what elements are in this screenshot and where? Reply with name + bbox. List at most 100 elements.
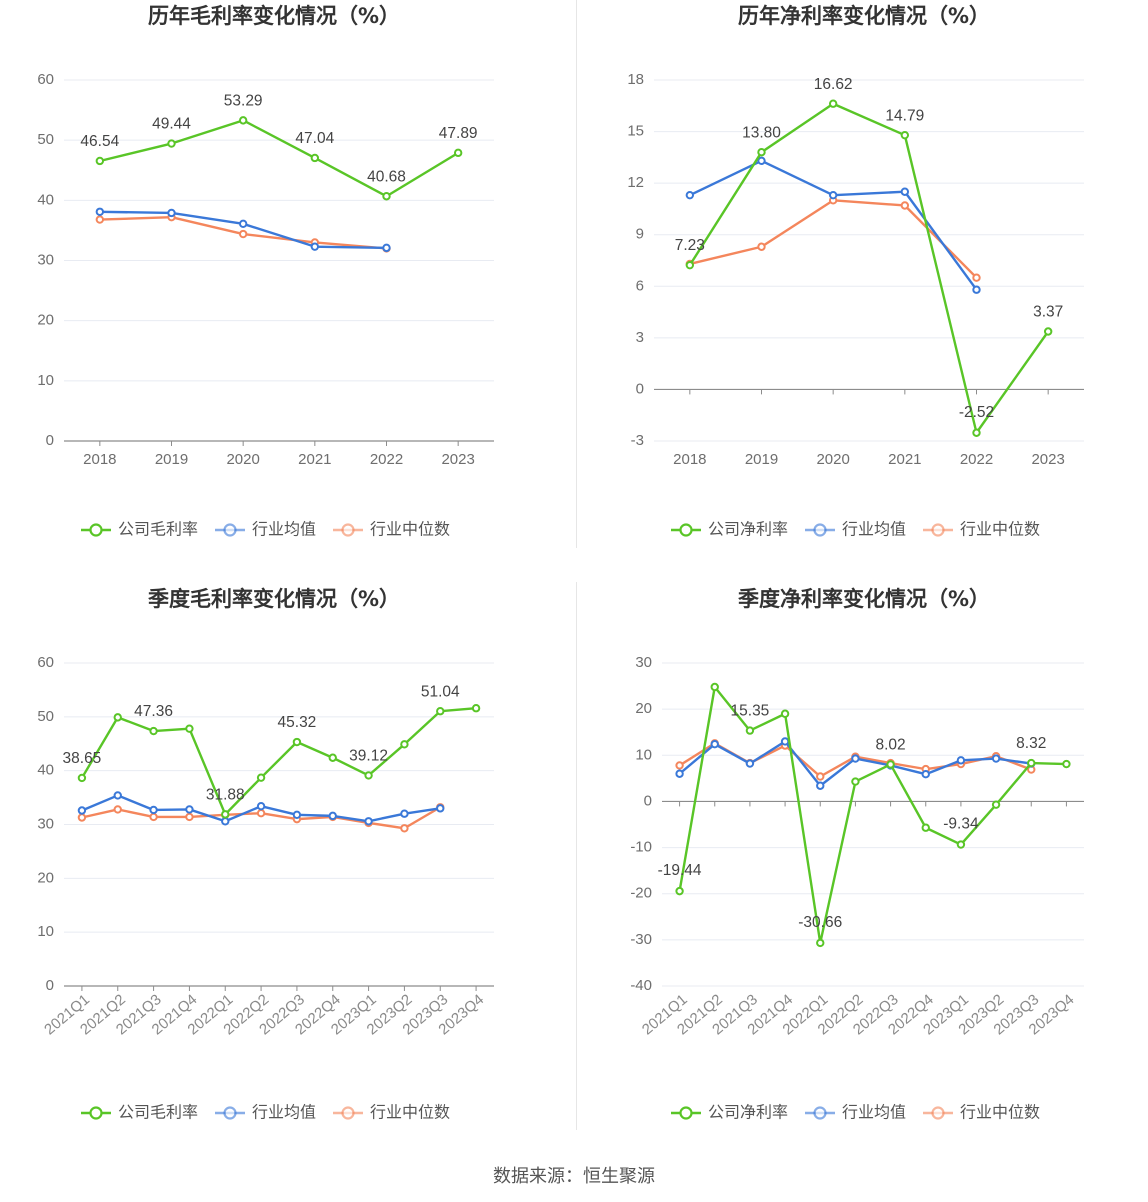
chart1-legend-median-label: 行业中位数 [370, 520, 450, 539]
chart1-data-label: 47.04 [295, 130, 334, 147]
chart3-y-tick-label: 10 [37, 923, 54, 940]
chart1-legend-avg-label: 行业均值 [252, 520, 316, 539]
chart3-series-company-point [256, 773, 266, 782]
chart3-y-tick-label: 60 [37, 654, 54, 671]
chart4-legend-median-marker [931, 1106, 945, 1120]
chart3-y-tick-label: 40 [37, 762, 54, 779]
panel-divider-bottom [576, 582, 577, 1130]
chart1-series-avg-point [238, 219, 248, 228]
chart4-y-tick-label: 0 [644, 792, 652, 809]
chart2-y-tick-label: 15 [627, 123, 644, 140]
chart2-data-label: 3.37 [1033, 304, 1063, 321]
chart1-series-median-point [238, 229, 248, 239]
chart3-data-label: 39.12 [349, 747, 388, 764]
chart4-series-avg-point [991, 754, 1001, 763]
chart2-x-tick-label: 2018 [673, 451, 706, 468]
chart4-series-company-point [956, 840, 966, 849]
chart1-data-label: 46.54 [80, 133, 119, 150]
chart1-series-company-point [310, 153, 320, 163]
chart4-series-company-point [991, 800, 1001, 809]
chart3-data-label: 45.32 [278, 714, 317, 731]
chart1-legend-median-marker [341, 523, 355, 537]
chart4-series-company-point [816, 938, 825, 948]
chart2-x-tick-label: 2020 [816, 451, 849, 468]
chart2-legend-median-marker [931, 523, 945, 537]
chart2-y-tick-label: 0 [636, 380, 644, 397]
chart4-legend-median-label: 行业中位数 [960, 1103, 1040, 1122]
chart2-series-company-point [828, 99, 838, 108]
chart2-data-label: 14.79 [885, 107, 924, 124]
chart2-series-company-line [688, 102, 1050, 434]
chart3-series-company-point [185, 724, 194, 733]
chart4-legend-company-label: 公司净利率 [708, 1103, 788, 1122]
chart3-legend-median-label: 行业中位数 [370, 1103, 450, 1122]
chart4-y-tick-label: -20 [630, 885, 652, 902]
chart4-data-label: -19.44 [658, 862, 702, 879]
chart3-series-avg-point [113, 791, 122, 800]
chart3-series-avg-point [77, 806, 87, 815]
chart3-series-avg-point [256, 801, 266, 811]
chart4-data-label: -30.66 [798, 914, 842, 931]
chart3-series-avg-point [436, 804, 445, 813]
chart3-series-median-point [185, 812, 194, 822]
chart2-series-median-point [757, 242, 766, 251]
chart3-title: 季度毛利率变化情况（%） [148, 587, 400, 611]
chart3-series-avg-point [328, 811, 337, 821]
chart2-x-tick-label: 2022 [960, 451, 993, 468]
chart2-legend-median-label: 行业中位数 [960, 520, 1040, 539]
chart1-y-tick-label: 60 [37, 71, 54, 88]
chart3-series-company-point [471, 704, 481, 713]
chart2-series-avg-line [689, 159, 978, 291]
chart4-y-tick-label: 20 [635, 700, 652, 717]
chart2-series-median-point [972, 273, 981, 282]
chart4-series-company-point [1027, 758, 1036, 768]
chart4-title: 季度净利率变化情况（%） [738, 587, 990, 611]
chart3-series-median-point [256, 808, 266, 818]
chart2-data-label: 16.62 [814, 76, 853, 93]
chart4-series-avg-point [710, 740, 719, 749]
chart1-title: 历年毛利率变化情况（%） [148, 4, 400, 28]
chart4-data-label: 15.35 [731, 703, 770, 720]
chart3-series-avg-point [185, 805, 194, 814]
chart3-legend-avg-marker [223, 1106, 237, 1120]
chart3-series-company-point [77, 773, 87, 783]
chart3-y-tick-label: 20 [37, 869, 54, 886]
chart2-y-tick-label: 18 [627, 71, 644, 88]
chart3-legend-avg-label: 行业均值 [252, 1103, 316, 1122]
chart3-data-label: 47.36 [134, 703, 173, 720]
chart3-series-company-point [364, 771, 373, 780]
chart3-y-tick-label: 30 [37, 815, 54, 832]
chart1-y-tick-label: 0 [46, 432, 54, 449]
chart3-legend-company-marker [89, 1106, 103, 1120]
chart4-series-company-point [710, 682, 719, 692]
chart3-series-company-point [149, 726, 158, 736]
chart3-data-label: 51.04 [421, 683, 460, 700]
chart4-y-tick-label: 30 [635, 654, 652, 671]
chart3-series-median-point [400, 824, 409, 833]
chart3-series-company-line [80, 707, 477, 816]
chart4-series-company-point [921, 823, 930, 832]
chart1-y-tick-label: 10 [37, 372, 54, 389]
chart1-legend-company-label: 公司毛利率 [118, 520, 198, 539]
panel-divider-top [576, 0, 577, 548]
chart2-series-company-point [972, 428, 981, 437]
chart4-series-company-point [745, 726, 755, 735]
chart2-legend-company-marker [679, 523, 693, 537]
chart3-series-avg-point [221, 817, 230, 826]
chart2-x-tick-label: 2021 [888, 451, 921, 468]
chart2-data-label: 13.80 [742, 124, 781, 141]
chart1-legend-avg-marker [223, 523, 237, 537]
chart1-x-tick-label: 2023 [441, 451, 474, 468]
chart2-series-avg-point [828, 190, 838, 200]
chart4-y-tick-label: 10 [635, 746, 652, 763]
chart4-series-company-point [886, 760, 895, 769]
chart4-data-label: 8.02 [875, 737, 905, 754]
chart2-series-avg-point [900, 187, 910, 196]
chart4-series-median-point [675, 761, 684, 770]
chart3-legend-company-label: 公司毛利率 [118, 1103, 198, 1122]
chart4-series-company-point [1062, 759, 1071, 769]
chart2-x-tick-label: 2023 [1031, 451, 1064, 468]
chart1-series-company-point [95, 156, 105, 166]
chart2-legend-company-label: 公司净利率 [708, 520, 788, 539]
